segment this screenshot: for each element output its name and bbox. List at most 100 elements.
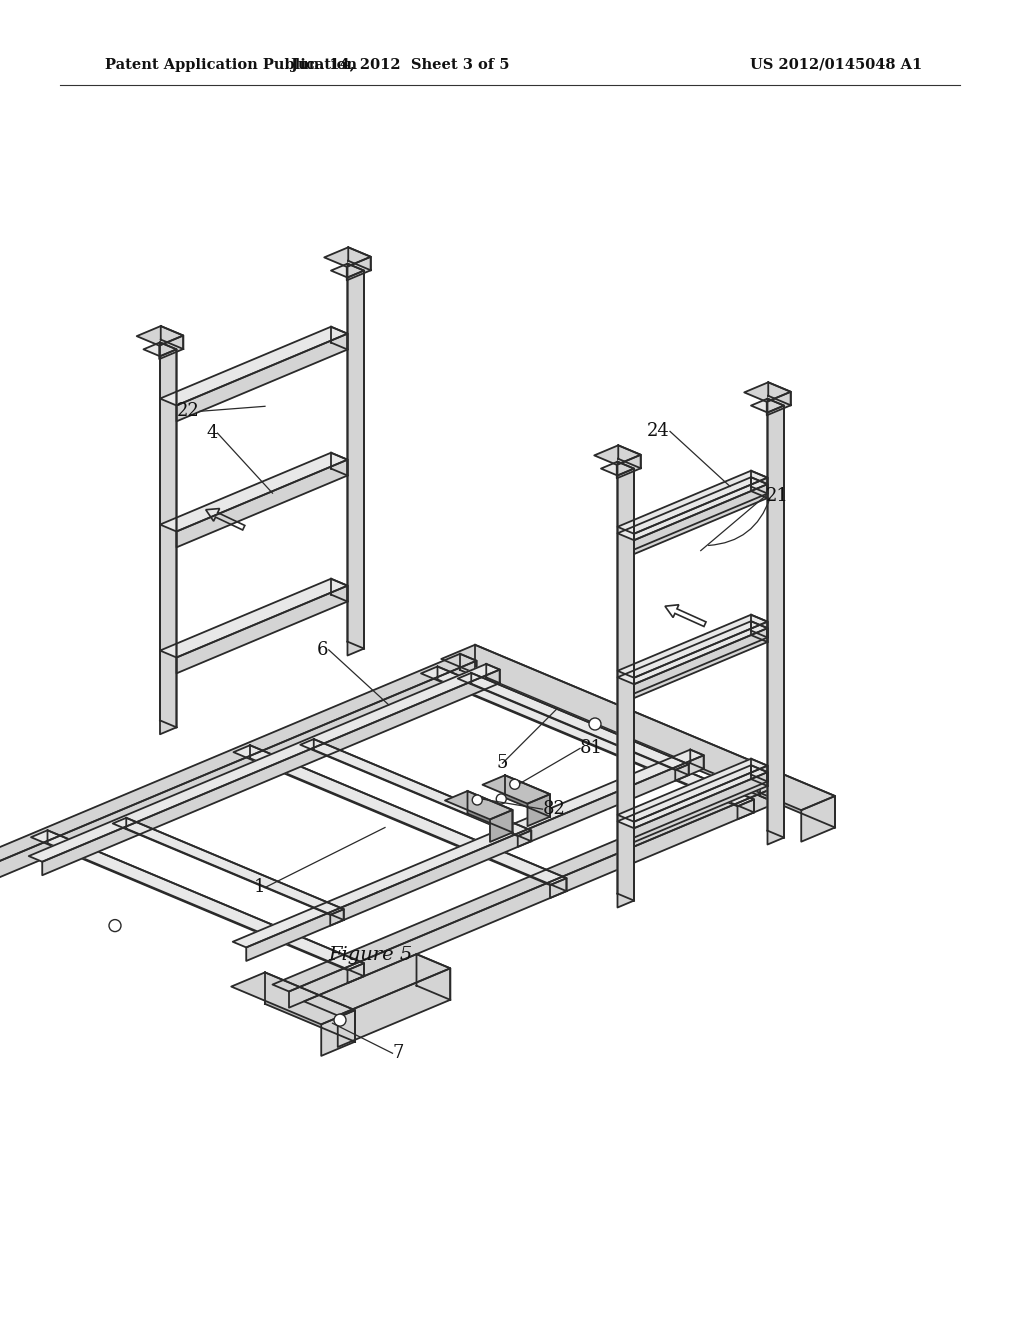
- Polygon shape: [331, 453, 347, 475]
- Polygon shape: [601, 462, 634, 475]
- Polygon shape: [617, 471, 768, 533]
- Polygon shape: [0, 653, 476, 866]
- Polygon shape: [347, 964, 364, 983]
- Polygon shape: [617, 462, 634, 900]
- Polygon shape: [518, 830, 531, 847]
- Polygon shape: [31, 830, 364, 970]
- Polygon shape: [42, 669, 500, 875]
- Polygon shape: [634, 766, 768, 838]
- Polygon shape: [634, 478, 768, 549]
- Text: 7: 7: [392, 1044, 403, 1063]
- Polygon shape: [272, 780, 776, 991]
- Polygon shape: [160, 342, 176, 727]
- Polygon shape: [176, 586, 347, 673]
- Polygon shape: [617, 622, 768, 684]
- Polygon shape: [113, 818, 344, 915]
- Polygon shape: [160, 578, 347, 657]
- Polygon shape: [160, 327, 347, 405]
- Text: 6: 6: [317, 642, 329, 659]
- Polygon shape: [233, 746, 566, 886]
- Polygon shape: [322, 1010, 355, 1056]
- Polygon shape: [617, 469, 634, 908]
- Polygon shape: [421, 667, 754, 807]
- Polygon shape: [475, 644, 835, 828]
- Polygon shape: [347, 271, 364, 656]
- Text: 1: 1: [254, 879, 265, 896]
- Polygon shape: [634, 772, 768, 842]
- Text: 5: 5: [497, 754, 508, 772]
- Polygon shape: [527, 795, 550, 826]
- Polygon shape: [161, 326, 183, 348]
- Polygon shape: [176, 334, 347, 421]
- Polygon shape: [325, 247, 371, 267]
- Polygon shape: [801, 796, 835, 842]
- Polygon shape: [458, 673, 689, 770]
- Polygon shape: [304, 954, 451, 1015]
- Polygon shape: [143, 342, 176, 356]
- Text: 22: 22: [177, 403, 200, 420]
- Polygon shape: [0, 661, 476, 882]
- Polygon shape: [751, 478, 768, 498]
- Polygon shape: [744, 383, 791, 401]
- Polygon shape: [618, 445, 641, 469]
- Polygon shape: [441, 644, 835, 810]
- Polygon shape: [768, 405, 784, 845]
- Polygon shape: [751, 615, 768, 638]
- Polygon shape: [160, 453, 347, 532]
- Polygon shape: [289, 787, 776, 1007]
- Polygon shape: [331, 264, 364, 277]
- Polygon shape: [250, 746, 566, 891]
- Polygon shape: [347, 264, 364, 648]
- Circle shape: [472, 795, 482, 805]
- Polygon shape: [751, 471, 768, 494]
- Polygon shape: [768, 399, 784, 838]
- Polygon shape: [460, 653, 476, 677]
- Polygon shape: [331, 327, 347, 350]
- Polygon shape: [675, 764, 689, 780]
- Polygon shape: [751, 622, 768, 642]
- Polygon shape: [490, 810, 512, 842]
- Polygon shape: [617, 615, 768, 677]
- Polygon shape: [617, 478, 768, 540]
- Text: Figure 5: Figure 5: [328, 946, 412, 964]
- Polygon shape: [437, 667, 754, 812]
- Polygon shape: [768, 383, 791, 405]
- Circle shape: [589, 718, 601, 730]
- Text: Jun. 14, 2012  Sheet 3 of 5: Jun. 14, 2012 Sheet 3 of 5: [291, 58, 509, 73]
- Polygon shape: [468, 791, 512, 833]
- Polygon shape: [445, 791, 512, 820]
- Polygon shape: [616, 455, 641, 478]
- Polygon shape: [265, 973, 355, 1041]
- Polygon shape: [486, 664, 500, 682]
- Circle shape: [109, 920, 121, 932]
- Polygon shape: [550, 878, 566, 898]
- Text: 81: 81: [580, 739, 603, 758]
- Circle shape: [510, 779, 520, 789]
- Polygon shape: [231, 973, 355, 1024]
- Polygon shape: [160, 350, 176, 734]
- Polygon shape: [313, 739, 531, 841]
- Text: US 2012/0145048 A1: US 2012/0145048 A1: [750, 58, 923, 73]
- Circle shape: [497, 793, 506, 804]
- Polygon shape: [690, 750, 703, 768]
- Polygon shape: [417, 954, 451, 999]
- Polygon shape: [751, 399, 784, 413]
- Polygon shape: [767, 392, 791, 416]
- Text: 82: 82: [543, 800, 565, 818]
- Polygon shape: [634, 484, 768, 554]
- Polygon shape: [737, 800, 754, 820]
- Polygon shape: [751, 759, 768, 781]
- Polygon shape: [160, 335, 183, 359]
- Polygon shape: [594, 445, 641, 465]
- Text: 4: 4: [206, 424, 217, 442]
- Polygon shape: [29, 664, 500, 862]
- Polygon shape: [300, 739, 531, 836]
- Polygon shape: [634, 628, 768, 698]
- Polygon shape: [471, 673, 689, 775]
- Polygon shape: [331, 909, 344, 925]
- Polygon shape: [348, 247, 371, 271]
- Polygon shape: [751, 766, 768, 785]
- Polygon shape: [482, 775, 550, 804]
- Polygon shape: [338, 969, 451, 1047]
- Polygon shape: [617, 759, 768, 822]
